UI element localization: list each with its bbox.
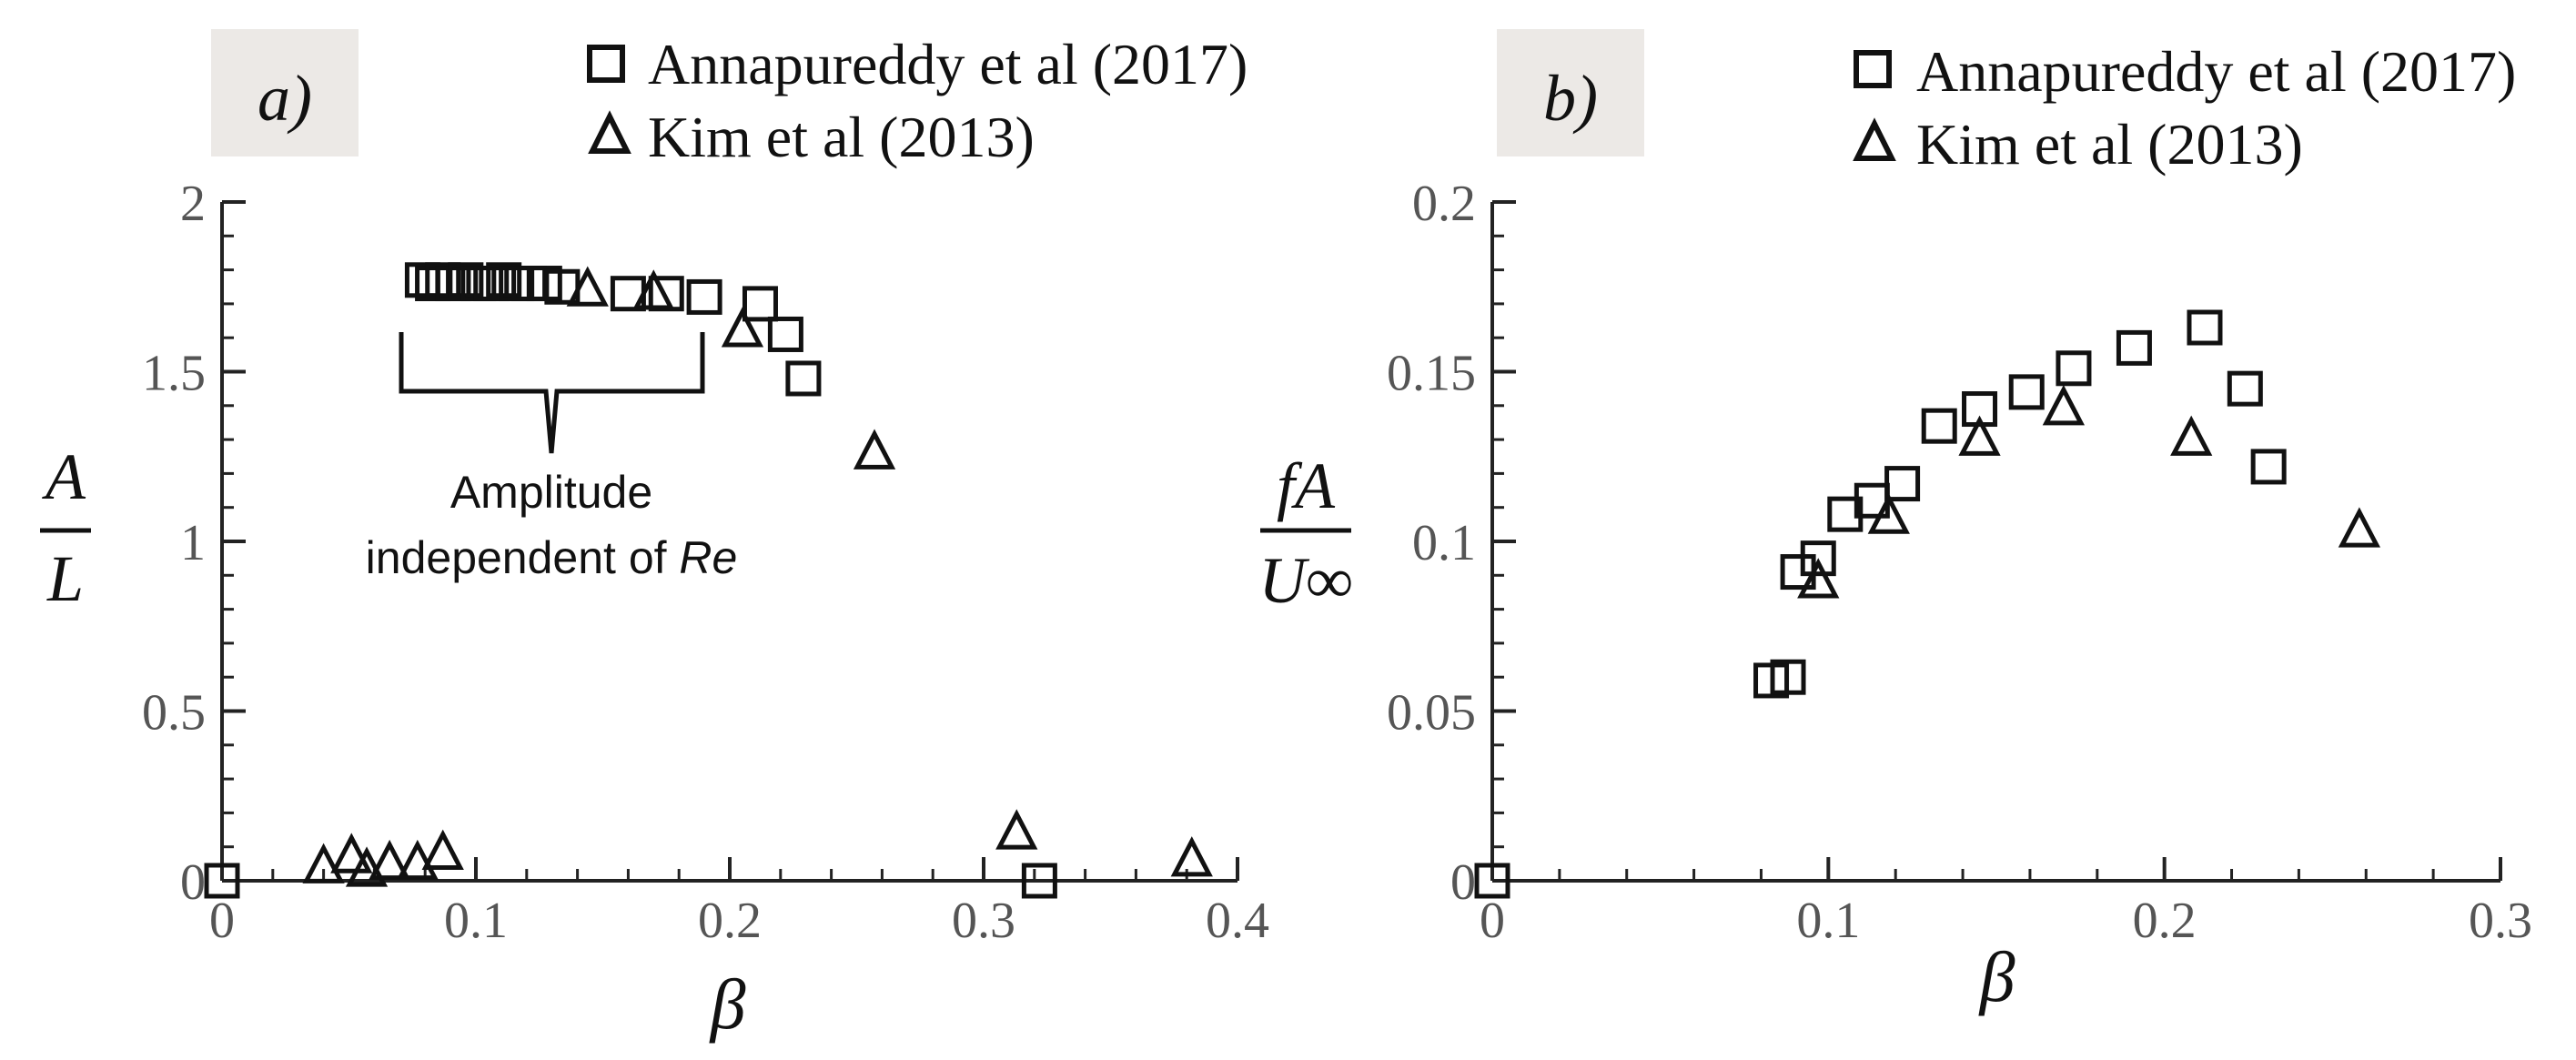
y-tick-label-b: 0.1 xyxy=(1412,515,1476,571)
point-annapureddy-b xyxy=(1474,863,1510,899)
point-annapureddy-a xyxy=(1021,863,1057,899)
point-annapureddy-a xyxy=(473,266,510,302)
point-kim-a xyxy=(396,839,439,881)
legend-a-triangle-marker xyxy=(588,110,631,154)
ylabel-b-denominator: U∞ xyxy=(1258,544,1352,617)
point-kim-b xyxy=(1797,558,1840,599)
y-tick-label-a: 1 xyxy=(180,515,206,571)
point-annapureddy-a xyxy=(486,262,522,298)
panel-a-ylabel: A L xyxy=(40,440,91,615)
x-tick-label-a: 0.2 xyxy=(698,893,762,949)
point-annapureddy-b xyxy=(1770,659,1806,695)
point-kim-b xyxy=(1867,493,1910,534)
x-tick-label-a: 0 xyxy=(209,893,235,949)
point-annapureddy-b xyxy=(2187,309,2223,346)
legend-a-annapureddy: Annapureddy et al (2017) xyxy=(648,32,1248,96)
point-kim-a xyxy=(566,266,609,307)
point-annapureddy-a xyxy=(742,286,778,322)
xlabel-b: β xyxy=(1978,937,2015,1016)
point-kim-a xyxy=(995,809,1038,850)
panel-b-tag-bg xyxy=(1497,29,1644,156)
point-annapureddy-b xyxy=(2250,449,2287,485)
y-tick-label-b: 0.05 xyxy=(1387,685,1476,742)
point-kim-a xyxy=(1170,836,1213,877)
annotation-line-2-italic: Re xyxy=(679,532,737,583)
point-kim-a xyxy=(721,307,764,348)
x-tick-label-b: 0 xyxy=(1480,893,1505,949)
ylabel-a-denominator: L xyxy=(46,542,84,615)
point-kim-a xyxy=(302,843,345,883)
legend-a-kim: Kim et al (2013) xyxy=(648,105,1035,169)
panel-a-tag-bg xyxy=(211,29,359,156)
panel-b-marks xyxy=(1474,309,2381,899)
panel-b-axes xyxy=(1490,202,2500,883)
point-annapureddy-b xyxy=(2056,350,2092,387)
point-annapureddy-b xyxy=(1921,408,1957,444)
point-kim-a xyxy=(421,829,464,870)
y-tick-label-a: 1.5 xyxy=(142,346,206,402)
point-annapureddy-a xyxy=(435,266,471,302)
panel-b-label: b) xyxy=(1543,62,1598,135)
panel-b-ylabel: fA U∞ xyxy=(1258,449,1352,617)
point-annapureddy-b xyxy=(1884,466,1921,502)
annotation-brace xyxy=(399,332,705,454)
panel-b-label-text: b) xyxy=(1543,62,1598,135)
y-tick-label-b: 0 xyxy=(1450,854,1476,911)
xlabel-a: β xyxy=(709,964,746,1044)
point-annapureddy-b xyxy=(2227,370,2263,407)
legend-b-triangle-marker xyxy=(1853,117,1896,161)
point-annapureddy-b xyxy=(2116,329,2152,366)
panel-a-label: a) xyxy=(258,62,312,135)
point-annapureddy-a xyxy=(448,262,484,298)
point-kim-a xyxy=(369,839,411,881)
x-tick-label-b: 0.3 xyxy=(2469,893,2532,949)
annotation-line-1: Amplitude xyxy=(450,467,652,518)
point-annapureddy-a xyxy=(686,278,722,315)
panel-a-marks xyxy=(204,262,1213,899)
x-tick-label-a: 0.4 xyxy=(1206,893,1269,949)
point-kim-b xyxy=(2338,507,2381,548)
panel-b: b) Annapureddy et al (2017) Kim et al (2… xyxy=(1258,29,2532,1016)
ylabel-b-numerator: fA xyxy=(1277,449,1336,522)
panel-a-legend: Annapureddy et al (2017) Kim et al (2013… xyxy=(587,32,1248,169)
y-tick-label-a: 0.5 xyxy=(142,685,206,742)
panel-a-label-text: a) xyxy=(258,62,312,135)
point-kim-a xyxy=(853,429,896,469)
panel-a-annotation: Amplitude independent of Re xyxy=(366,332,738,583)
point-annapureddy-a xyxy=(785,360,822,397)
legend-a-square-marker xyxy=(587,45,625,83)
point-annapureddy-b xyxy=(1800,540,1836,577)
x-tick-label-b: 0.2 xyxy=(2133,893,2197,949)
annotation-line-2: independent of Re xyxy=(366,532,738,583)
legend-b-annapureddy: Annapureddy et al (2017) xyxy=(1916,39,2516,104)
point-kim-b xyxy=(2042,385,2085,426)
legend-b-square-marker xyxy=(1854,50,1892,88)
ylabel-a-numerator: A xyxy=(42,440,86,513)
y-tick-label-b: 0.2 xyxy=(1412,176,1476,232)
x-tick-label-a: 0.3 xyxy=(952,893,1015,949)
panel-b-ticks: 0 0.1 0.2 0.3 0 0.05 0.1 0.15 0.2 xyxy=(1387,176,2532,949)
point-annapureddy-b xyxy=(2008,374,2045,410)
legend-b-kim: Kim et al (2013) xyxy=(1916,112,2303,177)
x-tick-label-a: 0.1 xyxy=(444,893,508,949)
point-kim-a xyxy=(330,833,373,873)
y-tick-label-a: 2 xyxy=(180,176,206,232)
panel-a-ticks: 0 0.1 0.2 0.3 0.4 0 0.5 1 1.5 2 xyxy=(142,176,1269,949)
point-annapureddy-a xyxy=(204,863,240,899)
point-kim-a xyxy=(632,269,675,310)
y-tick-label-a: 0 xyxy=(180,854,206,911)
point-annapureddy-a xyxy=(425,262,461,298)
x-tick-label-b: 0.1 xyxy=(1796,893,1860,949)
annotation-line-2-prefix: independent of xyxy=(366,532,680,583)
y-tick-label-b: 0.15 xyxy=(1387,346,1476,402)
point-annapureddy-a xyxy=(767,316,803,352)
point-kim-b xyxy=(2170,415,2213,456)
panel-a: a) Annapureddy et al (2017) Kim et al (2… xyxy=(40,29,1269,1044)
point-annapureddy-a xyxy=(526,266,562,302)
panel-b-legend: Annapureddy et al (2017) Kim et al (2013… xyxy=(1853,39,2516,177)
point-kim-b xyxy=(1958,415,2001,456)
